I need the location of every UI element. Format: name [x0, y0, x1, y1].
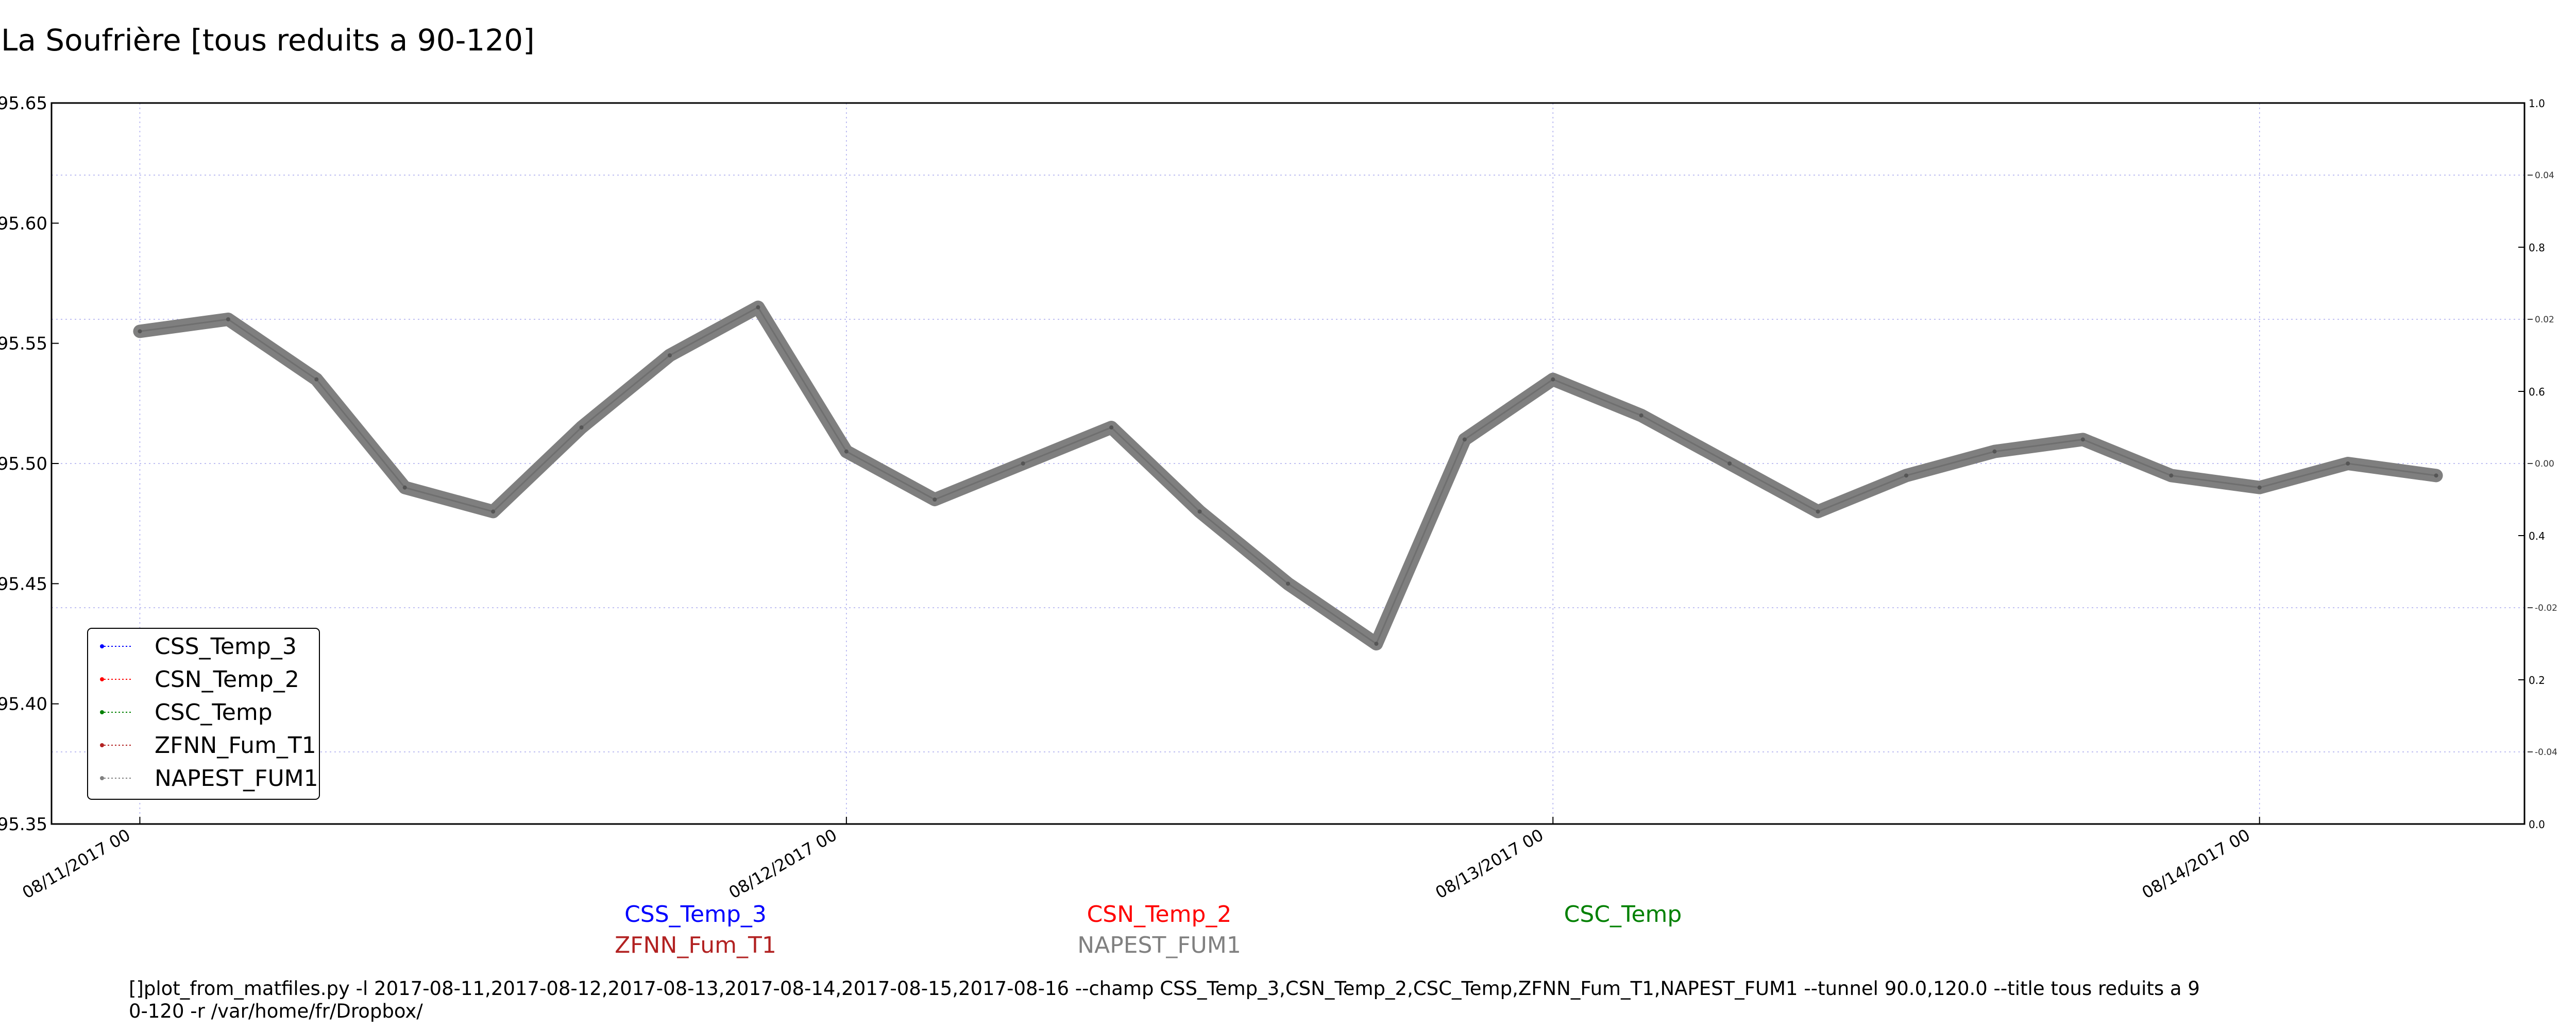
caption-napest-fum1: NAPEST_FUM1	[1077, 932, 1241, 958]
series-point	[138, 329, 142, 334]
right-outer-tick-label: 0.4	[2529, 530, 2545, 542]
command-line-1: []plot_from_matfiles.py -l 2017-08-11,20…	[129, 977, 2200, 1000]
caption-csn-temp-2: CSN_Temp_2	[1087, 901, 1232, 928]
series-point	[1551, 377, 1555, 382]
caption-zfnn-fum-t1: ZFNN_Fum_T1	[615, 932, 776, 958]
caption-csc-temp: CSC_Temp	[1564, 901, 1682, 928]
legend-marker	[100, 710, 104, 714]
series-point	[226, 317, 230, 321]
x-tick-label: 08/12/2017 00	[725, 825, 840, 903]
series-point	[1021, 461, 1025, 466]
right-axis: 0.0 0.2 0.4 0.6 0.8 1.0 -0.04 -0.02 0.00 0.02 0.04	[2518, 97, 2557, 831]
series-point	[2346, 461, 2350, 466]
legend-label: CSN_Temp_2	[155, 666, 299, 693]
legend-marker	[100, 677, 104, 681]
series-point	[668, 353, 672, 357]
chart-title: La Soufrière [tous reduits a 90-120]	[1, 23, 535, 58]
y-tick-label: 95.40	[0, 694, 47, 715]
series-point	[314, 377, 319, 382]
series-point	[2080, 437, 2085, 442]
series-point	[2169, 473, 2174, 478]
series-point	[1462, 437, 1467, 442]
right-outer-tick-label: 0.8	[2529, 242, 2545, 254]
x-tick-label: 08/14/2017 00	[2139, 825, 2253, 903]
legend-frame	[87, 628, 320, 800]
y-tick-label: 95.65	[0, 93, 47, 114]
x-axis: 08/11/2017 00 08/12/2017 00 08/13/2017 00 0…	[19, 817, 2260, 903]
series-point	[579, 425, 584, 430]
right-inner-tick-label: 0.04	[2535, 170, 2554, 181]
legend-marker	[100, 776, 104, 780]
right-inner-tick-label: 0.00	[2535, 459, 2554, 469]
series-point	[2257, 485, 2262, 490]
right-outer-tick-label: 0.0	[2529, 818, 2545, 831]
series-point	[1109, 425, 1114, 430]
right-outer-tick-label: 0.2	[2529, 674, 2545, 686]
legend-label: NAPEST_FUM1	[155, 765, 318, 792]
legend-label: ZFNN_Fum_T1	[155, 732, 316, 759]
right-inner-tick-label: -0.04	[2535, 747, 2557, 758]
series-point	[1197, 509, 1202, 514]
series-caption-labels: CSS_Temp_3 CSN_Temp_2 CSC_Temp ZFNN_Fum_…	[615, 901, 1682, 958]
series-point	[1904, 473, 1908, 478]
series-point	[1992, 449, 1997, 454]
series-point	[933, 497, 937, 502]
series-point	[1639, 413, 1643, 418]
series-point	[2434, 473, 2438, 478]
right-outer-tick-label: 1.0	[2529, 97, 2545, 110]
series-line-0	[140, 306, 2436, 645]
series-point	[844, 449, 849, 454]
x-tick-label: 08/13/2017 00	[1432, 825, 1547, 903]
series-point	[756, 305, 760, 310]
series-point	[1727, 461, 1732, 466]
y-tick-label: 95.45	[0, 574, 47, 594]
series-layer	[133, 300, 2443, 650]
y-tick-label: 95.50	[0, 454, 47, 474]
y-tick-label: 95.55	[0, 334, 47, 354]
series-point	[1286, 581, 1290, 586]
command-line-2: 0-120 -r /var/home/fr/Dropbox/	[129, 1000, 423, 1022]
right-inner-tick-label: 0.02	[2535, 315, 2554, 325]
right-inner-tick-label: -0.02	[2535, 603, 2557, 613]
legend-label: CSC_Temp	[155, 699, 273, 726]
y-tick-label: 95.60	[0, 213, 47, 234]
y-tick-label: 95.35	[0, 814, 47, 835]
left-axis: 95.35 95.40 95.45 95.50 95.55 95.60 95.65	[0, 93, 59, 835]
series-point	[491, 509, 496, 514]
caption-css-temp-3: CSS_Temp_3	[624, 901, 767, 928]
legend-marker	[100, 644, 104, 648]
legend-marker	[100, 743, 104, 747]
legend-label: CSS_Temp_3	[155, 633, 297, 660]
legend: CSS_Temp_3 CSN_Temp_2 CSC_Temp ZFNN_Fum_T1 N…	[87, 628, 320, 800]
x-tick-label: 08/11/2017 00	[19, 825, 134, 903]
series-band-0	[133, 300, 2443, 650]
series-point	[1816, 509, 1820, 514]
series-point	[1374, 642, 1379, 646]
right-outer-tick-label: 0.6	[2529, 386, 2545, 398]
series-point	[402, 485, 407, 490]
